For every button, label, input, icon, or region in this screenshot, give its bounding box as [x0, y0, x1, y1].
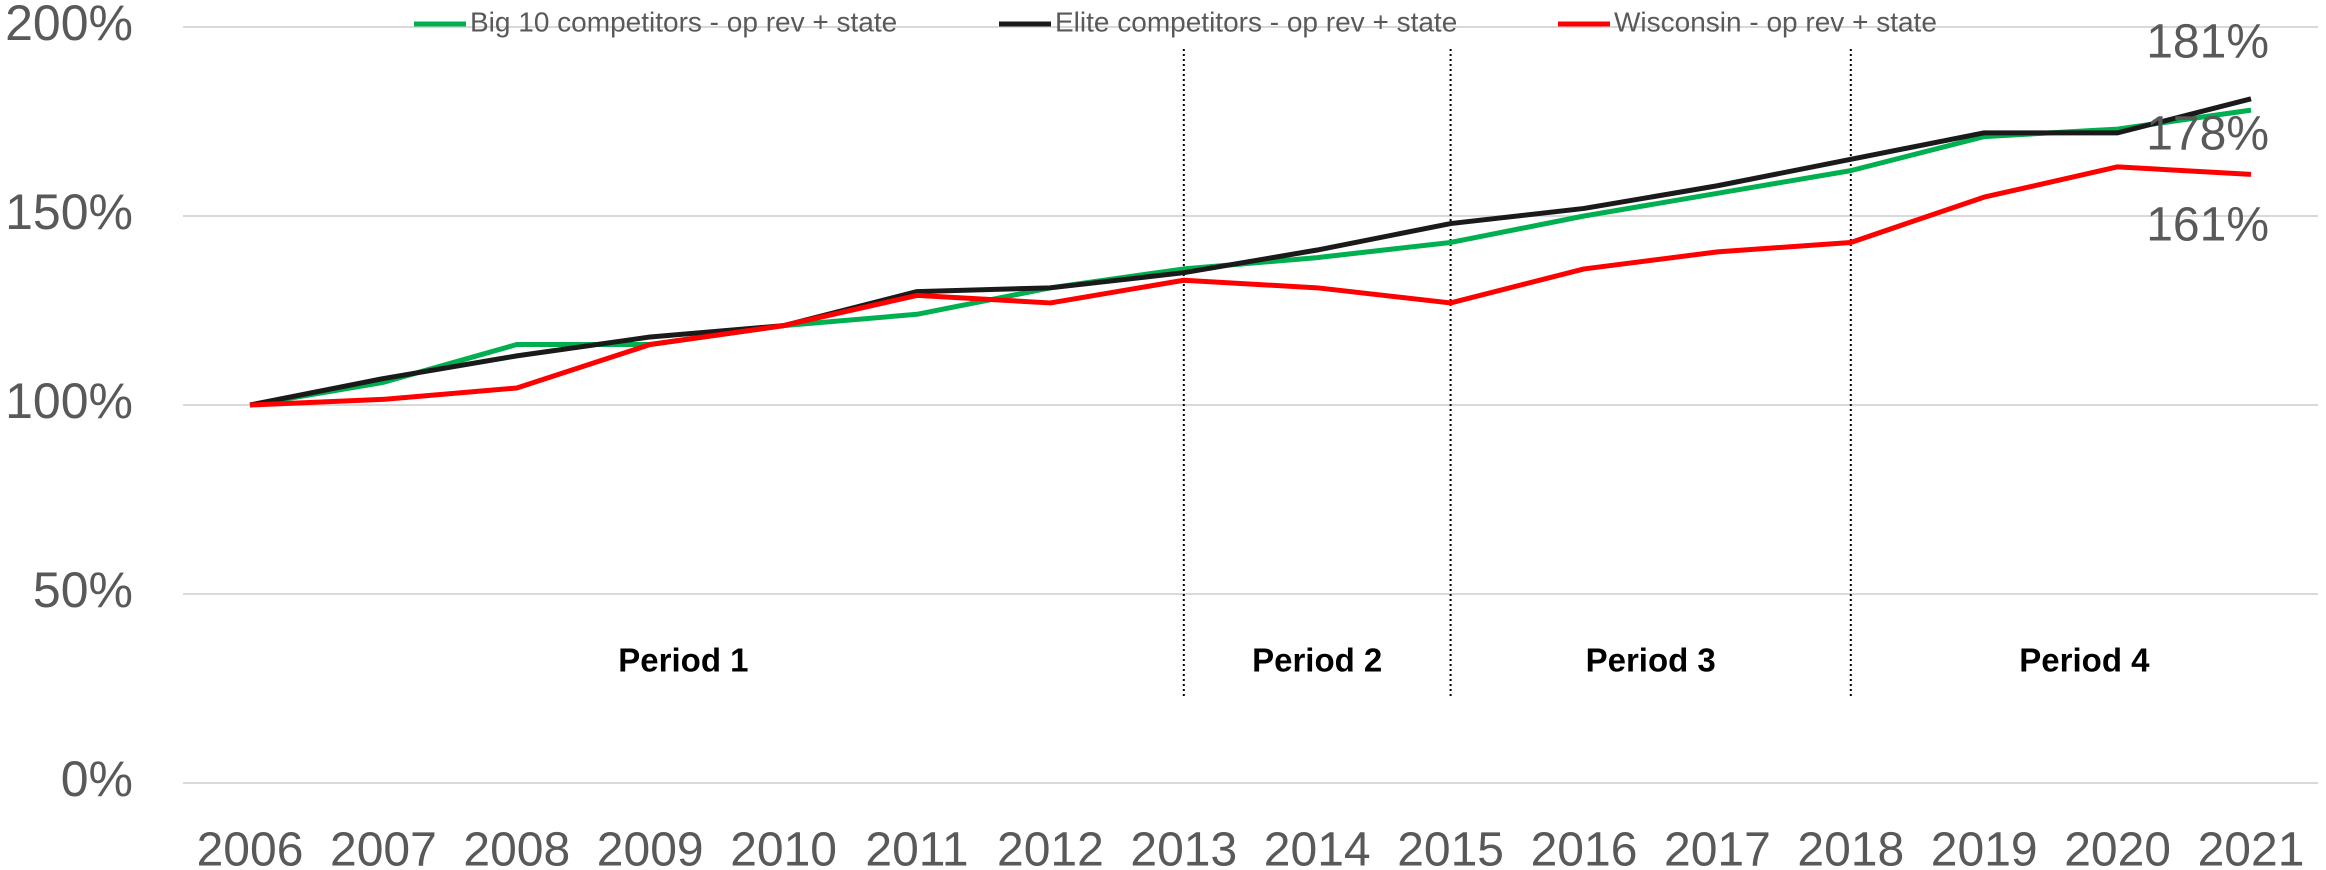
- legend-label: Elite competitors - op rev + state: [1055, 6, 1457, 37]
- series-line: [249, 164, 2252, 408]
- x-tick-label: 2010: [730, 824, 837, 870]
- y-tick-label: 50%: [33, 562, 133, 618]
- x-tick-label: 2014: [1264, 824, 1371, 870]
- legend-label: Wisconsin - op rev + state: [1614, 6, 1937, 37]
- x-tick-label: 2020: [2064, 824, 2171, 870]
- y-tick-label: 150%: [5, 184, 133, 240]
- x-tick-label: 2012: [997, 824, 1104, 870]
- x-tick-label: 2019: [1931, 824, 2038, 870]
- x-tick-label: 2007: [330, 824, 437, 870]
- y-tick-label: 200%: [5, 0, 133, 51]
- data-label: 161%: [2146, 199, 2269, 252]
- data-label: 181%: [2146, 16, 2269, 69]
- x-tick-label: 2017: [1664, 824, 1771, 870]
- x-tick-label: 2008: [463, 824, 570, 870]
- legend-label: Big 10 competitors - op rev + state: [470, 6, 897, 37]
- series-line: [249, 96, 2252, 408]
- period-label: Period 1: [618, 642, 748, 679]
- period-label: Period 3: [1586, 642, 1716, 679]
- x-tick-label: 2009: [597, 824, 704, 870]
- series-line: [249, 107, 2252, 408]
- x-tick-label: 2015: [1397, 824, 1504, 870]
- x-tick-label: 2021: [2198, 824, 2305, 870]
- data-label: 178%: [2146, 108, 2269, 161]
- y-tick-label: 100%: [5, 373, 133, 429]
- period-label: Period 2: [1252, 642, 1382, 679]
- x-tick-label: 2006: [197, 824, 304, 870]
- period-label: Period 4: [2019, 642, 2150, 679]
- x-tick-label: 2011: [865, 824, 968, 870]
- x-tick-label: 2013: [1130, 824, 1237, 870]
- x-tick-label: 2016: [1531, 824, 1638, 870]
- x-tick-label: 2018: [1797, 824, 1904, 870]
- y-tick-label: 0%: [61, 751, 133, 807]
